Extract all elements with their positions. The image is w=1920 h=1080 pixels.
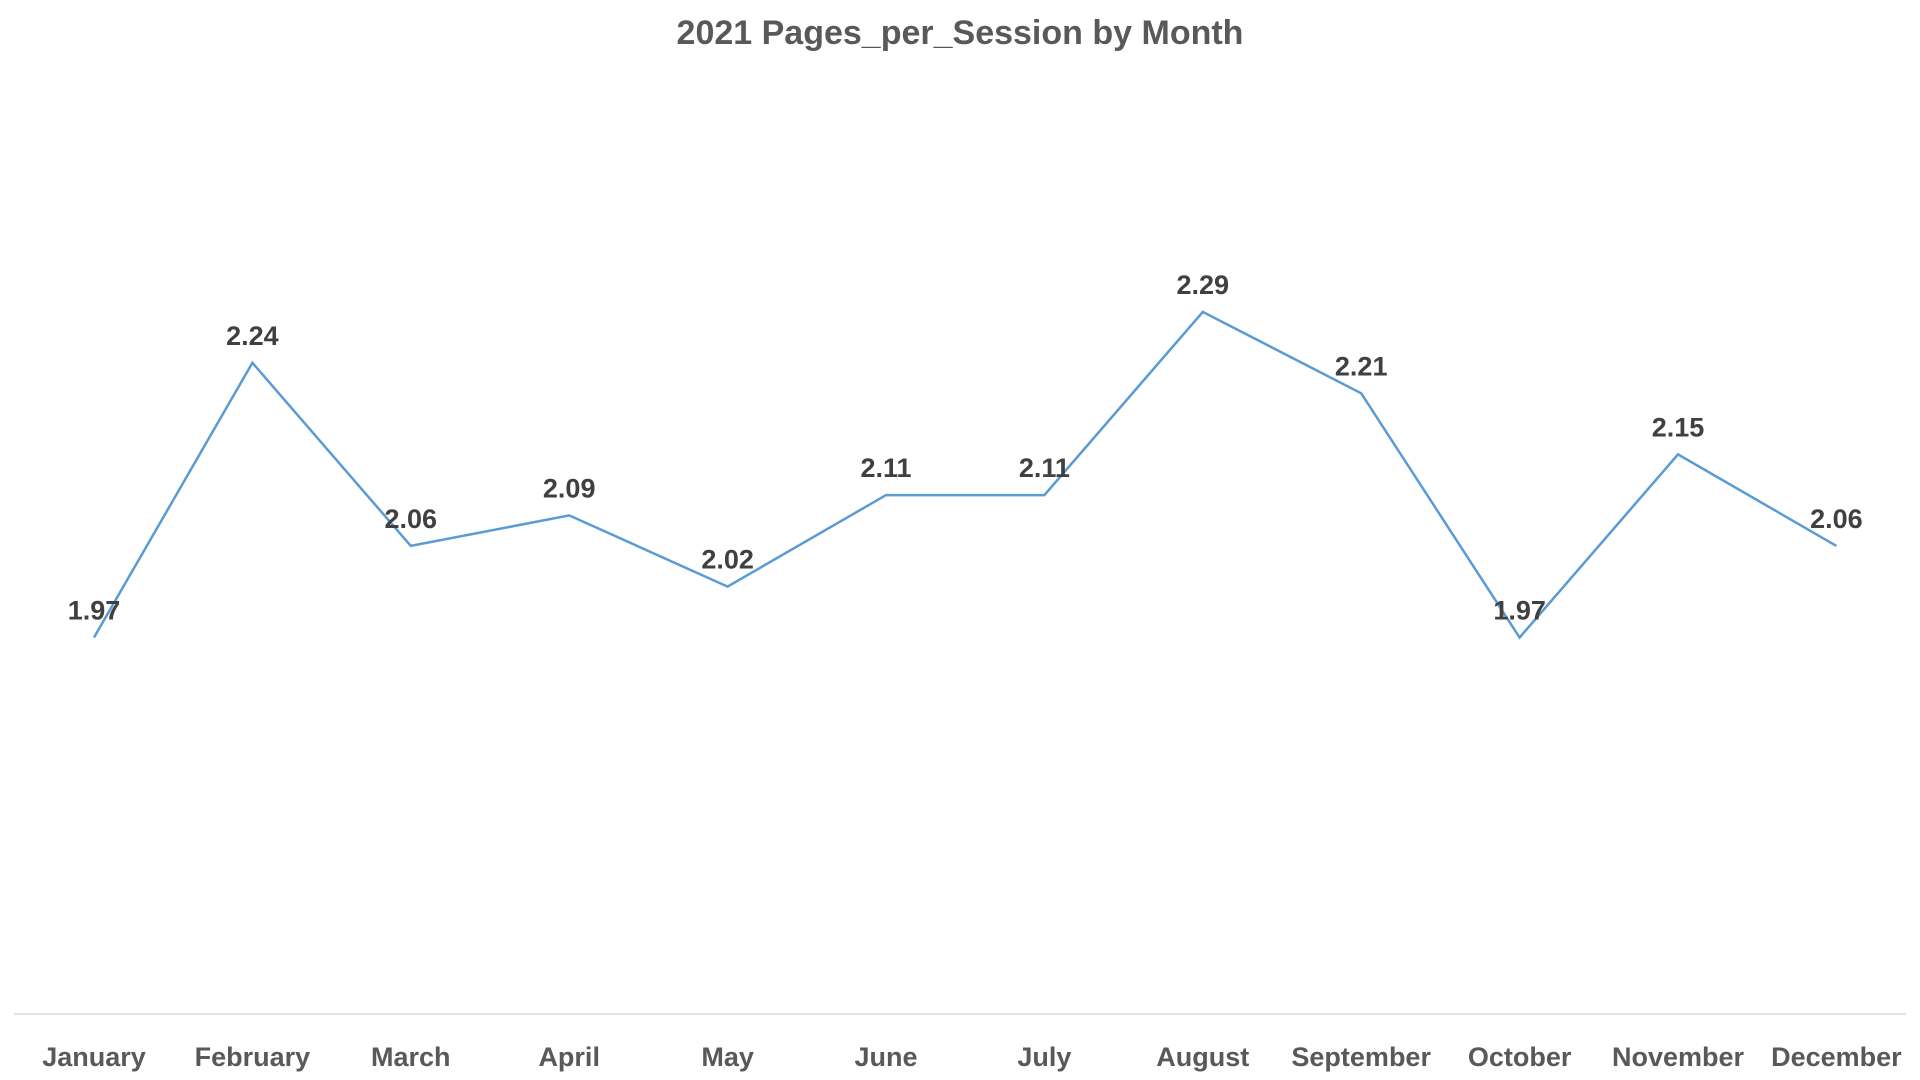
data-label-september: 2.21 xyxy=(1335,351,1388,381)
data-label-july: 2.11 xyxy=(1019,453,1070,483)
series-line xyxy=(92,310,1838,640)
x-tick-label-june: June xyxy=(854,1042,917,1072)
x-tick-label-may: May xyxy=(701,1042,754,1072)
x-tick-label-october: October xyxy=(1468,1042,1572,1072)
x-tick-label-march: March xyxy=(371,1042,451,1072)
x-tick-label-september: September xyxy=(1291,1042,1431,1072)
data-label-january: 1.97 xyxy=(68,596,121,626)
data-label-march: 2.06 xyxy=(385,504,438,534)
data-label-may: 2.02 xyxy=(701,545,754,575)
x-tick-label-december: December xyxy=(1771,1042,1902,1072)
x-tick-label-august: August xyxy=(1156,1042,1249,1072)
x-tick-label-february: February xyxy=(195,1042,311,1072)
data-label-december: 2.06 xyxy=(1810,504,1863,534)
data-label-april: 2.09 xyxy=(543,473,596,503)
data-label-june: 2.11 xyxy=(860,453,911,483)
data-label-february: 2.24 xyxy=(226,321,279,351)
x-tick-label-january: January xyxy=(42,1042,146,1072)
data-labels: 1.97 2.24 2.06 2.09 2.02 2.11 2.11 2.29 2.21 1.97… xyxy=(68,270,1863,626)
data-label-november: 2.15 xyxy=(1652,412,1705,442)
chart-title: 2021 Pages_per_Session by Month xyxy=(676,14,1244,52)
data-label-october: 1.97 xyxy=(1493,596,1546,626)
x-tick-label-november: November xyxy=(1612,1042,1745,1072)
x-tick-label-april: April xyxy=(538,1042,600,1072)
x-tick-label-july: July xyxy=(1017,1042,1071,1072)
data-label-august: 2.29 xyxy=(1177,270,1230,300)
x-tick-labels: January February March April May June July Augu… xyxy=(42,1042,1902,1072)
